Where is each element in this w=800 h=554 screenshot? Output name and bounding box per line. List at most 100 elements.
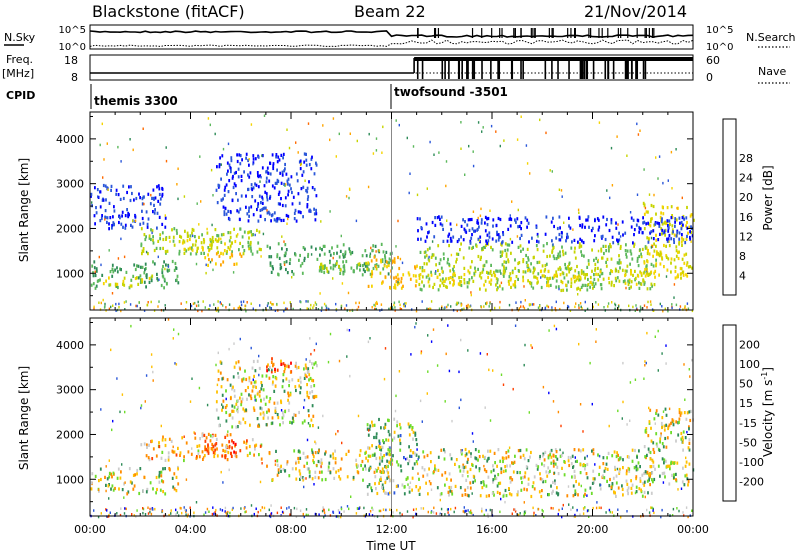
echo-cell bbox=[276, 459, 279, 463]
near-range-cell bbox=[447, 303, 449, 307]
echo-cell bbox=[247, 219, 250, 223]
echo-cell bbox=[251, 195, 254, 199]
echo-cell bbox=[494, 474, 496, 478]
echo-cell bbox=[628, 280, 631, 285]
near-range-cell bbox=[219, 301, 221, 304]
echo-cell bbox=[172, 235, 175, 239]
echo-cell bbox=[540, 269, 543, 273]
echo-cell bbox=[308, 163, 311, 167]
near-range-cell bbox=[463, 307, 465, 311]
echo-cell bbox=[258, 194, 261, 198]
echo-cell bbox=[243, 409, 246, 413]
echo-cell bbox=[232, 174, 234, 179]
noise-cell bbox=[500, 373, 503, 376]
noise-cell bbox=[562, 503, 564, 507]
echo-cell bbox=[146, 443, 148, 447]
echo-cell bbox=[478, 274, 481, 278]
freq-switch-bar bbox=[568, 57, 570, 79]
echo-cell bbox=[364, 269, 366, 274]
echo-cell bbox=[514, 266, 517, 270]
echo-cell bbox=[570, 281, 573, 285]
echo-cell bbox=[172, 239, 175, 243]
echo-cell bbox=[587, 283, 590, 287]
near-range-cell bbox=[371, 506, 373, 510]
near-range-cell bbox=[292, 307, 294, 311]
echo-cell bbox=[635, 282, 638, 286]
echo-cell bbox=[608, 228, 611, 233]
echo-cell bbox=[258, 230, 261, 234]
echo-cell bbox=[519, 471, 521, 475]
echo-cell bbox=[455, 458, 458, 462]
echo-cell bbox=[339, 271, 342, 275]
near-range-cell bbox=[531, 303, 534, 306]
echo-cell bbox=[510, 251, 512, 255]
echo-cell bbox=[245, 446, 248, 450]
near-range-cell bbox=[124, 308, 126, 311]
echo-cell bbox=[237, 405, 239, 410]
echo-cell bbox=[106, 477, 109, 481]
echo-cell bbox=[234, 184, 237, 188]
noise-cell bbox=[129, 138, 131, 141]
echo-cell bbox=[340, 457, 343, 461]
colorbar-tick-label: 28 bbox=[739, 152, 753, 165]
echo-cell bbox=[457, 252, 460, 256]
near-range-cell bbox=[489, 508, 491, 512]
echo-cell bbox=[472, 480, 474, 484]
echo-cell bbox=[237, 198, 239, 202]
echo-cell bbox=[115, 188, 118, 192]
echo-cell bbox=[389, 286, 392, 290]
echo-cell bbox=[147, 192, 150, 196]
freq-switch-bar bbox=[497, 57, 499, 79]
noise-cell bbox=[445, 184, 447, 188]
near-range-cell bbox=[314, 512, 317, 516]
noise-cell bbox=[558, 188, 561, 191]
noise-cell bbox=[549, 169, 551, 172]
near-range-cell bbox=[678, 509, 680, 513]
noise-cell bbox=[480, 207, 482, 211]
noise-cell bbox=[307, 422, 310, 425]
near-range-cell bbox=[567, 304, 569, 308]
echo-cell bbox=[305, 189, 307, 193]
noise-cell bbox=[173, 328, 175, 331]
echo-cell bbox=[176, 274, 179, 278]
echo-cell bbox=[344, 250, 347, 254]
echo-cell bbox=[229, 231, 232, 235]
echo-cell bbox=[441, 473, 444, 477]
echo-cell bbox=[497, 238, 500, 242]
echo-cell bbox=[322, 264, 324, 268]
echo-cell bbox=[509, 464, 511, 468]
noise-cell bbox=[111, 428, 113, 432]
echo-cell bbox=[452, 267, 454, 271]
echo-cell bbox=[294, 413, 297, 417]
echo-cell bbox=[403, 492, 406, 496]
echo-cell bbox=[499, 250, 502, 254]
near-range-cell bbox=[276, 511, 279, 515]
echo-cell bbox=[235, 234, 238, 238]
echo-cell bbox=[421, 466, 424, 470]
echo-cell bbox=[663, 458, 666, 462]
echo-cell bbox=[254, 369, 257, 373]
near-range-cell bbox=[597, 303, 600, 306]
near-range-cell bbox=[349, 309, 351, 312]
echo-cell bbox=[689, 235, 691, 240]
echo-cell bbox=[610, 283, 613, 287]
echo-cell bbox=[414, 284, 417, 288]
near-range-cell bbox=[180, 507, 182, 510]
echo-cell bbox=[427, 280, 430, 284]
echo-cell bbox=[451, 277, 454, 282]
echo-cell bbox=[555, 236, 558, 240]
echo-cell bbox=[646, 236, 649, 240]
echo-cell bbox=[145, 285, 147, 289]
echo-cell bbox=[559, 226, 561, 230]
echo-cell bbox=[536, 281, 539, 285]
echo-cell bbox=[584, 467, 586, 471]
echo-cell bbox=[680, 276, 682, 280]
echo-cell bbox=[585, 218, 587, 222]
echo-cell bbox=[546, 283, 548, 288]
noise-cell bbox=[657, 329, 659, 333]
echo-cell bbox=[671, 418, 674, 422]
echo-cell bbox=[211, 435, 214, 439]
noise-cell bbox=[228, 468, 230, 472]
echo-cell bbox=[427, 492, 429, 496]
echo-cell bbox=[134, 473, 136, 477]
